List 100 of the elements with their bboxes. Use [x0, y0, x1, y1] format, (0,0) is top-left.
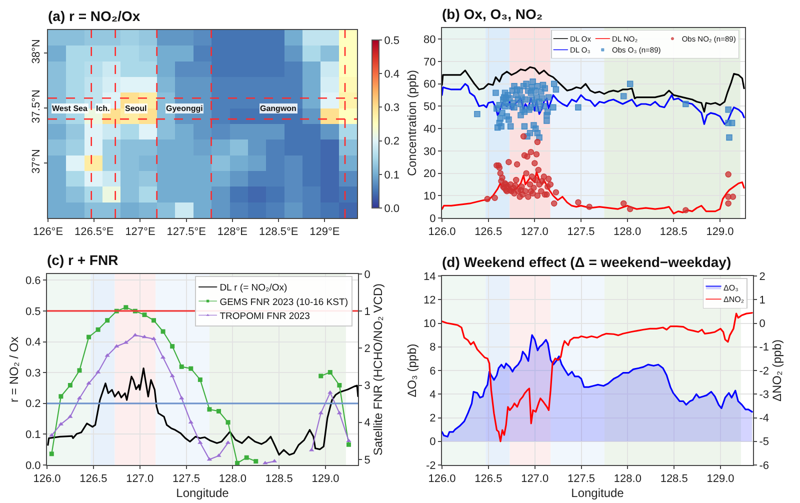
y2-tick-label: 4	[364, 417, 370, 430]
x-tick-label: 126.0	[428, 473, 456, 486]
color-bar-label: 0.1	[384, 169, 400, 182]
point	[49, 452, 54, 456]
legend-label: Obs O₃ (n=89)	[612, 46, 662, 55]
x-tick-label: 126.0	[428, 226, 456, 238]
x-tick-label: 128.0	[614, 473, 642, 486]
x-tick-label: 129.0	[706, 226, 734, 238]
legend-label: GEMS FNR 2023 (10-16 KST)	[220, 296, 348, 308]
color-bar-label: 0.3	[384, 102, 400, 114]
y-tick-label: 0	[430, 436, 436, 448]
point	[142, 312, 147, 318]
color-bar-label: 0.0	[384, 202, 400, 215]
y2-tick-label: -2	[759, 365, 769, 378]
y-tick-label: 2	[430, 412, 436, 425]
point	[337, 383, 342, 388]
chart-title: (d) Weekend effect (Δ = weekend−weekday)	[442, 254, 732, 270]
x-axis-title: Longitude	[571, 486, 624, 500]
x-tick-label: 126.5°E	[74, 226, 114, 238]
y-tick-label: 50	[424, 101, 436, 114]
legend-label: Obs NO₂ (n=89)	[682, 34, 736, 44]
x-tick-label: 128.5°E	[258, 226, 298, 238]
point	[188, 366, 194, 371]
point	[170, 374, 175, 378]
x-tick-label: 127.5	[172, 473, 200, 486]
point	[254, 459, 258, 464]
y-tick-label: 30	[424, 146, 436, 158]
annotation: Gangwon	[260, 104, 297, 113]
point	[58, 394, 64, 399]
point	[244, 455, 249, 460]
point	[132, 332, 138, 336]
x-tick-label: 129°E	[310, 226, 340, 238]
annotation: Seoul	[125, 104, 147, 113]
y-tick-label: 0.1	[26, 429, 41, 442]
x-tick-label: 129.0	[706, 473, 734, 486]
x-tick-label: 126.5	[474, 226, 502, 238]
y-tick-label: 0.5	[26, 306, 41, 318]
point	[151, 336, 156, 340]
point	[68, 383, 72, 388]
x-tick-label: 127.0	[521, 473, 549, 486]
y2-tick-label: 0	[759, 318, 766, 330]
y2-axis-title: ΔNO₂ (ppb)	[770, 339, 784, 402]
y-tick-label: 12	[424, 294, 436, 306]
y-tick-label: 6	[430, 365, 436, 378]
y-axis-title: r = NO₂ / Ox	[6, 336, 21, 402]
y-tick-label: 0.0	[26, 460, 41, 472]
legend-label: ΔO₃	[724, 283, 738, 292]
y-tick-label: 80	[424, 34, 436, 46]
point	[346, 442, 351, 447]
y-tick-label: 38°N	[30, 39, 43, 64]
point	[86, 381, 92, 385]
y2-tick-label: 1	[759, 294, 766, 306]
x-tick-label: 126.5	[474, 473, 502, 486]
line-series	[442, 312, 753, 442]
y-tick-label: 14	[424, 270, 436, 283]
chart-title: (b) Ox, O₃, NO₂	[442, 6, 543, 22]
point	[328, 370, 332, 375]
x-tick-label: 126°E	[32, 226, 64, 238]
annotation: West Sea	[52, 104, 88, 113]
x-tick-label: 126.5	[80, 473, 108, 486]
color-bar-label: 0.5	[384, 34, 400, 47]
x-tick-label: 127°E	[125, 226, 156, 238]
color-bar-label: 0.2	[384, 136, 400, 148]
legend-label: DL NO₂	[612, 34, 638, 44]
y2-tick-label: 5	[364, 454, 370, 466]
y2-tick-label: -5	[759, 436, 769, 448]
y-tick-label: 37.5°N	[30, 89, 43, 124]
point	[328, 390, 333, 394]
line-series	[442, 83, 745, 125]
annotation: Ich.	[96, 104, 110, 113]
y-axis-title: Concentration (ppb)	[404, 70, 419, 176]
y-tick-label: 10	[424, 318, 436, 330]
y-tick-label: 4	[430, 388, 436, 401]
x-tick-label: 128.5	[660, 226, 688, 238]
point	[198, 377, 202, 382]
y-tick-label: -2	[426, 460, 436, 472]
y-tick-label: 37°N	[30, 149, 43, 174]
y2-tick-label: -4	[759, 412, 769, 425]
x-tick-label: 128.5	[265, 473, 293, 486]
point	[105, 318, 110, 323]
x-tick-label: 126.0	[33, 473, 61, 486]
chart-title: (a) r = NO₂/Ox	[48, 8, 140, 24]
x-tick-label: 128°E	[217, 226, 248, 238]
point	[207, 407, 212, 412]
color-bar-label: 0.4	[384, 68, 400, 80]
legend-label: TROPOMI FNR 2023	[220, 310, 310, 322]
y-tick-label: 0.4	[26, 336, 41, 349]
y2-tick-label: 3	[364, 380, 370, 392]
point	[179, 396, 184, 400]
x-tick-label: 129.0	[312, 473, 340, 486]
annotation: Gyeonggi	[166, 104, 203, 113]
x-tick-label: 128.0	[218, 473, 246, 486]
x-tick-label: 127.5°E	[166, 226, 206, 238]
y-tick-label: 70	[424, 56, 436, 68]
x-tick-label: 127.0	[126, 473, 154, 486]
y2-tick-label: 2	[364, 343, 370, 356]
y2-tick-label: 1	[364, 306, 370, 318]
y-tick-label: 0	[430, 212, 436, 225]
point	[235, 460, 240, 465]
point	[124, 305, 128, 310]
